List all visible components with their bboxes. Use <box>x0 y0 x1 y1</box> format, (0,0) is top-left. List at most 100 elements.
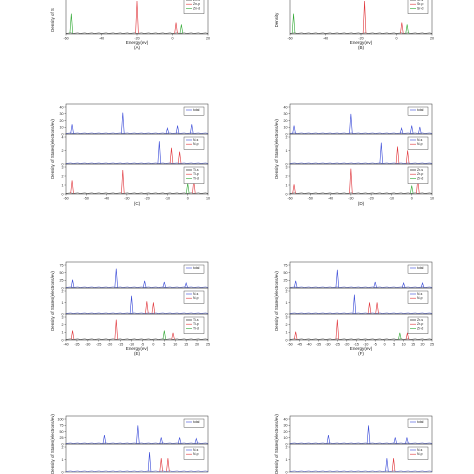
legend-box <box>407 0 429 14</box>
subplot: 0 1 2 3 Ti-sTi-pTi-d <box>62 313 209 342</box>
y-tick-label: 50 <box>284 271 288 275</box>
dos-peak <box>405 150 410 164</box>
y-tick-label: 1 <box>62 183 64 187</box>
legend-label: Zn-p <box>193 2 200 6</box>
legend-label: Sr-s <box>417 0 424 2</box>
y-axis-label: Density of States(electrons/ev) <box>50 414 55 474</box>
dos-peak <box>418 126 422 134</box>
x-tick-label: 20 <box>430 37 434 41</box>
dos-peak <box>420 282 425 288</box>
y-tick-label: 3 <box>286 315 288 319</box>
legend-label: Ti-s <box>193 168 199 172</box>
y-tick-label: 75 <box>284 263 288 267</box>
panel-a: Zn-sZn-pZn-d -60 -40 -20 0 20 Energy(ev)(A) Den… <box>50 0 210 50</box>
dos-peak <box>352 294 357 314</box>
subplot: 0 25 50 75 100 total <box>58 415 209 446</box>
y-tick-label: 2 <box>62 149 64 153</box>
legend-label: Zr-d <box>417 326 423 330</box>
dos-peak <box>159 437 163 444</box>
subplot: 0 10 20 30 40 total <box>284 103 433 136</box>
x-tick-label: 10 <box>173 343 177 347</box>
dos-peak <box>136 425 140 444</box>
x-tick-label: -5 <box>374 343 377 347</box>
dos-peak <box>291 13 296 34</box>
dos-peak <box>292 125 296 134</box>
x-tick-label: 5 <box>163 343 165 347</box>
y-tick-label: 0 <box>62 338 64 342</box>
y-tick-label: 25 <box>284 279 288 283</box>
legend-label: Ti-d <box>193 176 199 180</box>
x-tick-label: 5 <box>393 343 395 347</box>
dos-peak <box>366 425 371 444</box>
plot-frame <box>65 443 209 473</box>
legend-label: total <box>417 420 424 424</box>
panel-caption: (B) <box>358 45 365 50</box>
series-baseline <box>65 162 209 164</box>
y-tick-label: 2 <box>62 323 64 327</box>
y-tick-label: 0 <box>62 312 64 316</box>
dos-peak <box>400 22 404 34</box>
x-tick-label: 0 <box>152 343 154 347</box>
legend-label: Zr-d <box>417 176 423 180</box>
dos-peak <box>367 302 372 314</box>
y-tick-label: 30 <box>60 112 64 116</box>
y-tick-label: 75 <box>60 263 64 267</box>
dos-peak <box>190 124 194 134</box>
y-axis-label: Density of States(electrons/ev) <box>50 119 55 179</box>
y-tick-label: 4 <box>62 135 64 139</box>
legend-box <box>183 418 205 428</box>
y-tick-label: 10 <box>284 436 288 440</box>
series-baseline <box>289 286 433 288</box>
legend-label: Zn-d <box>193 6 200 10</box>
subplot: 0 1 2 3 Zr-sZr-pZr-d <box>286 313 433 342</box>
subplot: Zn-sZn-pZn-d <box>65 0 209 35</box>
panel-c: 0 10 20 30 40 total 0 2 4 N-sN-p 0 1 2 3 Ti-sTi-pTi-d -… <box>50 103 210 206</box>
y-tick-label: 100 <box>58 417 64 421</box>
legend-label: total <box>417 266 424 270</box>
series-baseline <box>289 132 433 134</box>
x-tick-label: 25 <box>206 343 210 347</box>
dos-peak <box>114 319 118 340</box>
legend-label: N-s <box>417 138 423 142</box>
dos-peak <box>70 124 74 134</box>
legend-label: N-p <box>417 296 423 300</box>
dos-peak <box>335 319 340 340</box>
y-tick-label: 1 <box>286 149 288 153</box>
panel-caption: (C) <box>134 201 141 206</box>
dos-peak <box>151 302 156 314</box>
legend-label: Ti-s <box>193 318 199 322</box>
legend-box <box>407 316 429 334</box>
dos-peak <box>410 185 414 194</box>
dos-peak <box>375 302 379 314</box>
y-tick-label: 2 <box>62 445 64 449</box>
x-tick-label: -45 <box>297 343 302 347</box>
panel-g: 0 25 50 75 100 total 0 1 2 N-sN-p Density of State… <box>50 414 209 474</box>
dos-peak <box>293 280 298 288</box>
y-tick-label: 2 <box>286 323 288 327</box>
panel-e: 0255075total012N-sN-p0123Ti-sTi-pTi-d-40… <box>50 261 210 356</box>
legend-label: N-s <box>193 138 199 142</box>
x-tick-label: -35 <box>74 343 79 347</box>
dos-peak <box>186 182 190 194</box>
legend-label: Sr-p <box>417 2 424 6</box>
x-tick-label: -30 <box>325 343 330 347</box>
y-tick-label: 75 <box>60 424 64 428</box>
plot-frame <box>65 313 209 341</box>
dos-peak <box>179 24 184 34</box>
legend-label: Sr-d <box>417 6 424 10</box>
legend-label: Zr-s <box>417 168 423 172</box>
legend-box <box>183 166 205 184</box>
legend-box <box>407 166 429 184</box>
y-tick-label: 1 <box>62 331 64 335</box>
dos-peak <box>70 330 75 340</box>
legend-label: N-s <box>193 292 199 296</box>
x-axis-label: Energy(ev) <box>350 40 373 45</box>
subplot: 0 1 2 3 Zr-sZr-pZr-d <box>286 163 433 196</box>
y-tick-label: 0 <box>62 442 64 446</box>
legend-label: total <box>417 108 424 112</box>
x-tick-label: 25 <box>430 343 434 347</box>
subplot: 0 1 2 N-sN-p <box>286 443 433 474</box>
y-tick-label: 3 <box>286 165 288 169</box>
y-tick-label: 0 <box>286 442 288 446</box>
y-tick-label: 0 <box>62 470 64 474</box>
